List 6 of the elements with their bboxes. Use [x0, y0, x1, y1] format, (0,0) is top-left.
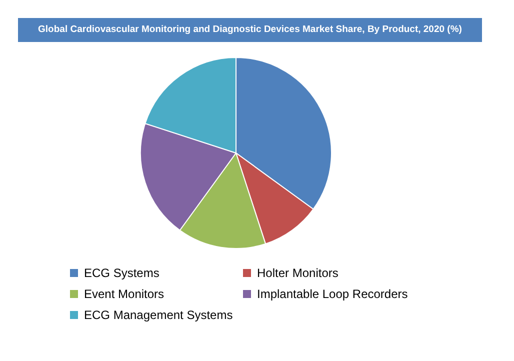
legend-label: ECG Systems	[84, 266, 160, 280]
legend-label: Event Monitors	[84, 287, 164, 301]
legend-label: Holter Monitors	[257, 266, 338, 280]
chart-title: Global Cardiovascular Monitoring and Diagnostic Devices Market Share, By Product, 2020 (%)	[18, 18, 482, 42]
legend-label: Implantable Loop Recorders	[257, 287, 408, 301]
legend-label: ECG Management Systems	[84, 308, 233, 322]
